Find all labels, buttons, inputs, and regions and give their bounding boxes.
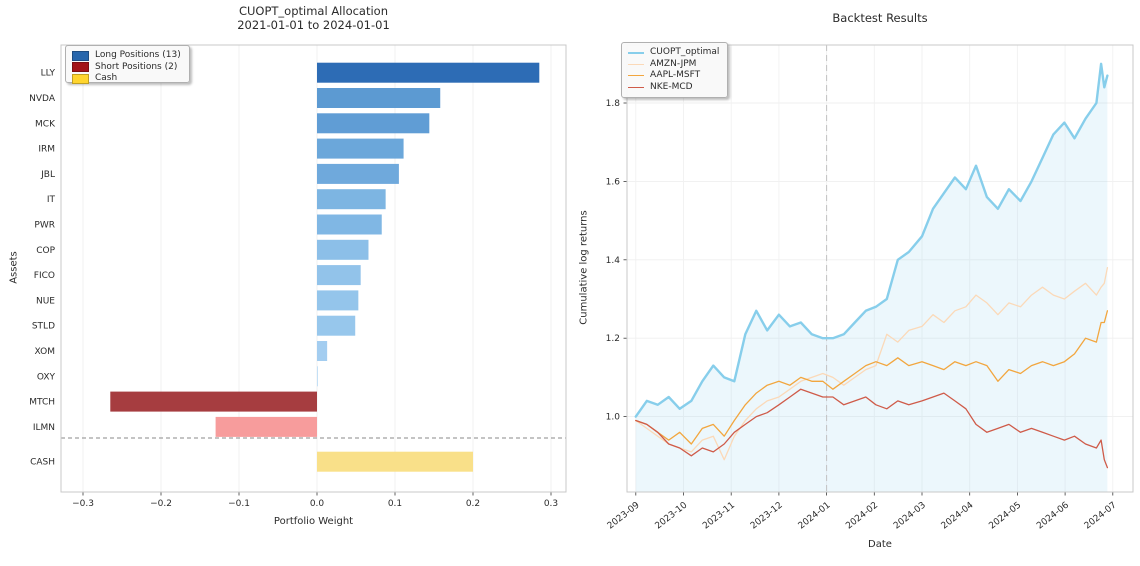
y-tick-label-ILMN: ILMN	[33, 423, 55, 433]
y-tick-label-MCK: MCK	[35, 119, 56, 129]
x-tick-label: 2024-06	[1035, 500, 1071, 531]
y-tick-label-XOM: XOM	[35, 347, 55, 357]
plot-frame	[626, 44, 1134, 493]
legend-label: Short Positions (2)	[95, 61, 178, 72]
legend-label: NKE-MCD	[650, 81, 693, 92]
x-tick-label: 2023-11	[701, 500, 737, 531]
bar-MTCH	[110, 391, 317, 412]
backtest-figure: Backtest Results Cumulative log returns …	[570, 0, 1140, 566]
allocation-title-line2: 2021-01-01 to 2024-01-01	[237, 18, 390, 32]
y-tick-label-IRM: IRM	[38, 145, 55, 155]
bar-LLY	[317, 62, 540, 83]
backtest-legend: CUOPT_optimal AMZN-JPM AAPL-MSFT NKE-MCD	[621, 42, 729, 98]
bar-MCK	[317, 113, 430, 134]
legend-item: Long Positions (13)	[72, 50, 181, 62]
allocation-title-line1: CUOPT_optimal Allocation	[238, 4, 389, 18]
y-tick-label-CASH: CASH	[30, 458, 55, 468]
bar-PWR	[317, 214, 382, 235]
x-tick-label: 0.1	[388, 499, 402, 509]
y-tick-label-IT: IT	[47, 195, 56, 205]
legend-label: AAPL-MSFT	[650, 70, 701, 80]
backtest-x-axis-label: Date	[868, 539, 892, 550]
bar-XOM	[317, 341, 328, 361]
bar-CASH	[317, 451, 473, 472]
bar-NVDA	[317, 88, 441, 108]
legend-item: Short Positions (2)	[72, 62, 181, 74]
legend-item: AMZN-JPM	[628, 59, 719, 71]
y-tick-label: 1.2	[606, 334, 620, 344]
legend-item: Cash	[72, 73, 181, 85]
y-tick-label-NUE: NUE	[36, 296, 55, 306]
allocation-x-axis-label: Portfolio Weight	[273, 516, 354, 527]
x-tick-label: 0.0	[310, 499, 325, 509]
allocation-plot: −0.3 −0.2 −0.1 0.0 0.1 0.2 0.3 LLY NVDA MCK IRM JBL…	[29, 44, 567, 509]
legend-line-swatch	[628, 86, 644, 88]
legend-label: CUOPT_optimal	[650, 47, 720, 57]
y-tick-label-FICO: FICO	[34, 271, 55, 281]
plot-frame	[60, 44, 567, 493]
y-tick-label-PWR: PWR	[34, 221, 55, 231]
y-tick-label-OXY: OXY	[37, 372, 56, 382]
x-tick-label: −0.1	[228, 499, 250, 509]
x-tick-label: 2023-09	[606, 500, 642, 531]
legend-patch-swatch	[72, 50, 89, 61]
bar-IT	[317, 189, 386, 210]
cuopt-fill-area	[635, 63, 1108, 493]
series-line-CUOPT_optimal	[634, 62, 1109, 418]
bar-IRM	[317, 138, 404, 159]
bar-JBL	[317, 163, 399, 184]
allocation-chart-title: CUOPT_optimal Allocation 2021-01-01 to 2…	[61, 4, 566, 32]
legend-patch-swatch	[72, 73, 89, 84]
legend-patch-swatch	[72, 62, 89, 73]
series-line-AAPL-MSFT	[635, 310, 1109, 445]
bar-ILMN	[215, 416, 317, 437]
legend-label: AMZN-JPM	[650, 58, 697, 69]
y-tick-label-COP: COP	[36, 246, 55, 256]
x-tick-label: 2023-10	[654, 500, 690, 531]
allocation-figure: CUOPT_optimal Allocation 2021-01-01 to 2…	[9, 4, 567, 527]
y-tick-label-STLD: STLD	[32, 322, 55, 332]
y-tick-label: 1.6	[606, 177, 621, 187]
legend-item: CUOPT_optimal	[628, 47, 719, 59]
legend-item: NKE-MCD	[628, 82, 719, 94]
y-tick-label-MTCH: MTCH	[29, 398, 55, 408]
x-tick-label: −0.3	[72, 499, 94, 509]
allocation-legend: Long Positions (13) Short Positions (2) Ca…	[65, 45, 190, 85]
y-tick-label-JBL: JBL	[40, 170, 55, 180]
bar-FICO	[317, 265, 361, 286]
series-line-NKE-MCD	[635, 388, 1109, 469]
x-tick-label: 2024-01	[797, 500, 833, 531]
legend-item: AAPL-MSFT	[628, 70, 719, 82]
x-tick-label: 2024-04	[940, 500, 976, 531]
backtest-chart-title: Backtest Results	[832, 11, 928, 25]
x-tick-label: 2023-12	[749, 500, 785, 531]
x-tick-label: 0.3	[544, 499, 558, 509]
x-tick-label: 2024-05	[987, 500, 1023, 531]
backtest-plot: 1.0 1.2 1.4 1.6 1.8 2023-09 2023-10 2023-11 2023…	[606, 44, 1134, 532]
legend-line-swatch	[628, 51, 644, 54]
legend-label: Long Positions (13)	[95, 50, 181, 60]
legend-line-swatch	[628, 75, 644, 77]
bar-STLD	[317, 315, 356, 336]
x-tick-label: 0.2	[466, 499, 480, 509]
x-tick-label: −0.2	[150, 499, 172, 509]
y-tick-label-LLY: LLY	[41, 69, 56, 79]
legend-label: Cash	[95, 73, 118, 83]
bar-NUE	[317, 290, 359, 311]
x-tick-label: 2024-02	[844, 500, 880, 531]
y-tick-label: 1.8	[606, 99, 621, 109]
y-tick-label: 1.4	[606, 256, 621, 266]
y-tick-label: 1.0	[606, 413, 621, 423]
y-tick-label-NVDA: NVDA	[29, 94, 56, 104]
legend-line-swatch	[628, 63, 644, 65]
x-tick-label: 2024-07	[1083, 500, 1119, 531]
x-tick-label: 2024-03	[892, 500, 928, 531]
bar-OXY	[317, 366, 318, 387]
bar-COP	[317, 239, 369, 260]
